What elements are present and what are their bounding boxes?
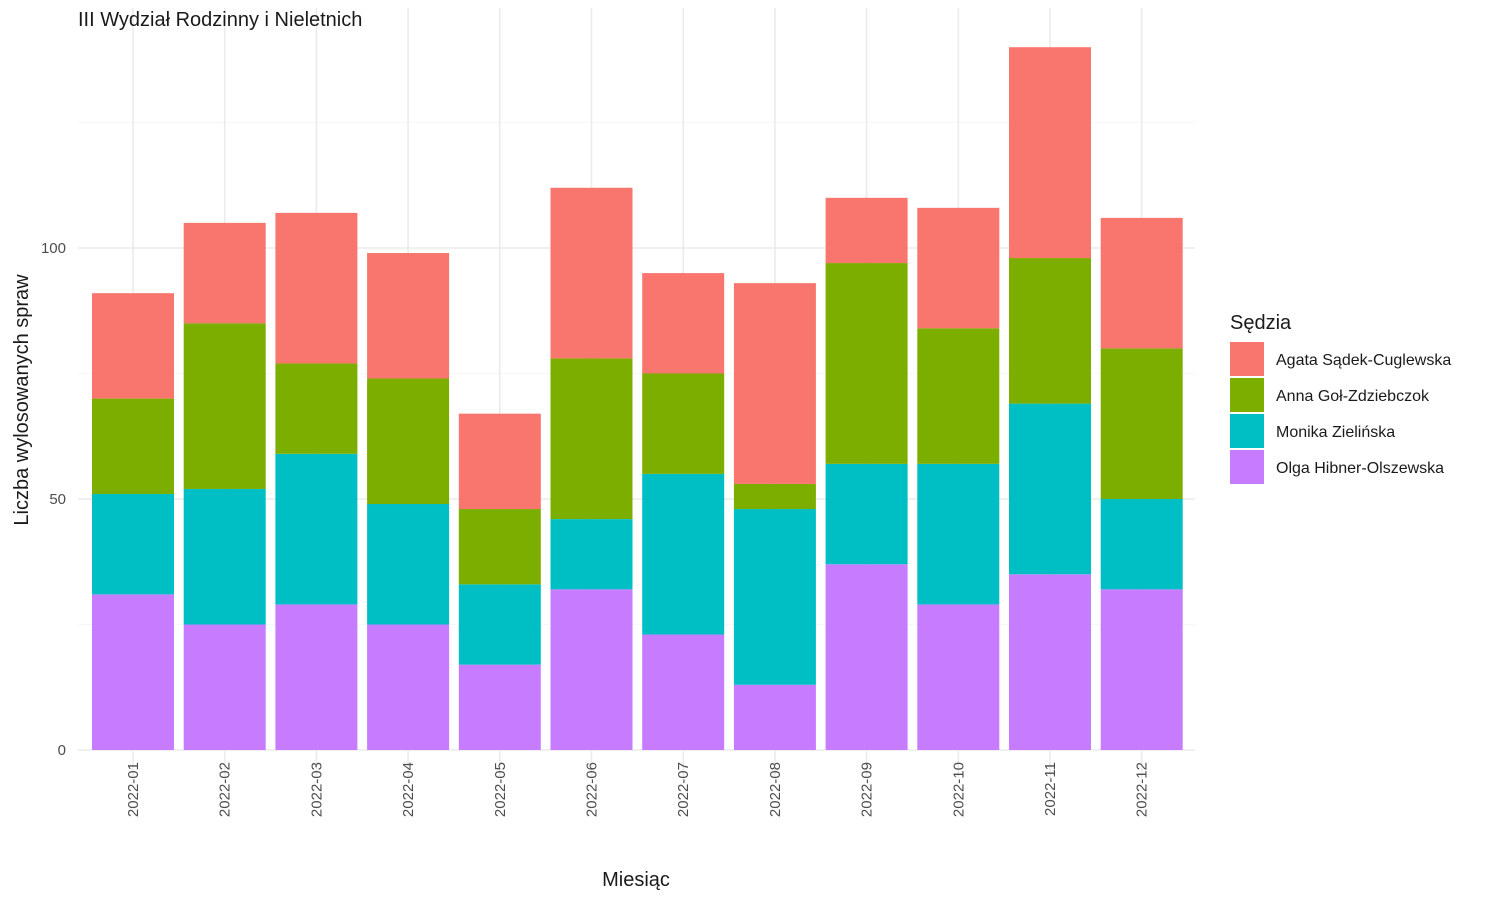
bar-2022-02-olga-hibner-olszewska xyxy=(183,624,266,750)
bar-2022-11-agata-sadek-cuglewska xyxy=(1009,47,1091,259)
x-tick-label: 2022-03 xyxy=(308,762,325,817)
legend-key-anna-go-zdziebczok xyxy=(1230,378,1264,412)
bar-2022-05-monika-zielinska xyxy=(458,584,541,665)
bar-2022-01-monika-zielinska xyxy=(92,493,174,595)
bar-2022-11-anna-go-zdziebczok xyxy=(1009,258,1091,404)
bar-2022-04-olga-hibner-olszewska xyxy=(367,624,450,750)
x-tick-label: 2022-02 xyxy=(217,762,234,817)
bar-2022-12-agata-sadek-cuglewska xyxy=(1100,217,1183,349)
x-tick-label: 2022-09 xyxy=(859,762,876,817)
bar-2022-04-anna-go-zdziebczok xyxy=(367,378,450,505)
bar-2022-11-monika-zielinska xyxy=(1009,403,1091,575)
bar-2022-04-agata-sadek-cuglewska xyxy=(367,253,450,379)
legend-key-monika-zielinska xyxy=(1230,414,1264,448)
x-tick-label: 2022-04 xyxy=(400,762,417,817)
bar-2022-10-monika-zielinska xyxy=(917,463,1000,605)
y-axis-title: Liczba wylosowanych spraw xyxy=(11,274,33,526)
chart-title: III Wydział Rodzinny i Nieletnich xyxy=(78,9,362,31)
bar-2022-01-agata-sadek-cuglewska xyxy=(92,293,174,399)
bar-2022-07-anna-go-zdziebczok xyxy=(642,373,725,474)
x-tick-label: 2022-05 xyxy=(492,762,509,817)
bar-2022-10-anna-go-zdziebczok xyxy=(917,328,1000,464)
y-tick-label: 100 xyxy=(41,240,66,257)
bar-2022-01-anna-go-zdziebczok xyxy=(92,398,174,494)
x-tick-label: 2022-12 xyxy=(1134,762,1151,817)
bar-2022-06-agata-sadek-cuglewska xyxy=(550,187,633,359)
legend-label-anna-go-zdziebczok: Anna Goł-Zdziebczok xyxy=(1276,388,1430,405)
bar-2022-07-agata-sadek-cuglewska xyxy=(642,273,725,374)
bar-2022-11-olga-hibner-olszewska xyxy=(1009,574,1091,750)
bar-2022-08-agata-sadek-cuglewska xyxy=(733,283,816,484)
bar-2022-05-olga-hibner-olszewska xyxy=(458,664,541,750)
y-axis-ticks: 0 50 100 xyxy=(41,240,66,759)
x-axis-title: Miesiąc xyxy=(602,869,670,891)
legend-key-agata-sadek-cuglewska xyxy=(1230,342,1264,376)
bar-2022-07-olga-hibner-olszewska xyxy=(642,634,725,750)
bar-2022-09-monika-zielinska xyxy=(825,463,908,565)
bar-2022-06-monika-zielinska xyxy=(550,519,633,590)
bar-2022-08-olga-hibner-olszewska xyxy=(733,684,816,750)
bar-2022-08-monika-zielinska xyxy=(733,509,816,685)
bar-2022-06-olga-hibner-olszewska xyxy=(550,589,633,750)
legend: Sędzia Agata Sądek-Cuglewska Anna Goł-Zdz… xyxy=(1230,312,1451,484)
bar-2022-12-monika-zielinska xyxy=(1100,499,1183,590)
bar-2022-05-anna-go-zdziebczok xyxy=(458,509,541,585)
legend-key-olga-hibner-olszewska xyxy=(1230,450,1264,484)
x-axis-ticks: 2022-01 2022-02 2022-03 2022-04 2022-05 2022-… xyxy=(125,762,1151,817)
x-tick-label: 2022-06 xyxy=(584,762,601,817)
bar-2022-03-anna-go-zdziebczok xyxy=(275,363,358,454)
x-tick-label: 2022-10 xyxy=(950,762,967,817)
legend-label-olga-hibner-olszewska: Olga Hibner-Olszewska xyxy=(1276,460,1444,477)
x-tick-label: 2022-11 xyxy=(1042,762,1059,816)
bar-2022-03-monika-zielinska xyxy=(275,453,358,605)
bar-2022-07-monika-zielinska xyxy=(642,473,725,635)
x-tick-label: 2022-07 xyxy=(675,762,692,817)
bar-2022-02-monika-zielinska xyxy=(183,488,266,625)
bar-2022-02-agata-sadek-cuglewska xyxy=(183,222,266,324)
bar-2022-10-olga-hibner-olszewska xyxy=(917,604,1000,750)
bar-2022-03-agata-sadek-cuglewska xyxy=(275,212,358,364)
bar-2022-06-anna-go-zdziebczok xyxy=(550,358,633,520)
x-tick-label: 2022-01 xyxy=(125,762,142,817)
legend-label-agata-sadek-cuglewska: Agata Sądek-Cuglewska xyxy=(1276,352,1451,369)
bar-2022-02-anna-go-zdziebczok xyxy=(183,323,266,489)
bars xyxy=(92,47,1183,750)
y-tick-label: 0 xyxy=(58,742,66,759)
y-tick-label: 50 xyxy=(49,491,66,508)
legend-label-monika-zielinska: Monika Zielińska xyxy=(1276,424,1395,441)
bar-2022-04-monika-zielinska xyxy=(367,504,450,625)
bar-2022-05-agata-sadek-cuglewska xyxy=(458,413,541,510)
bar-2022-12-anna-go-zdziebczok xyxy=(1100,348,1183,499)
bar-2022-01-olga-hibner-olszewska xyxy=(92,594,174,750)
bar-2022-12-olga-hibner-olszewska xyxy=(1100,589,1183,750)
bar-2022-08-anna-go-zdziebczok xyxy=(733,483,816,510)
bar-2022-09-anna-go-zdziebczok xyxy=(825,263,908,464)
bar-2022-09-agata-sadek-cuglewska xyxy=(825,197,908,264)
x-tick-label: 2022-08 xyxy=(767,762,784,817)
bar-2022-09-olga-hibner-olszewska xyxy=(825,564,908,750)
bar-2022-03-olga-hibner-olszewska xyxy=(275,604,358,750)
bar-2022-10-agata-sadek-cuglewska xyxy=(917,207,1000,329)
legend-title: Sędzia xyxy=(1230,312,1292,334)
